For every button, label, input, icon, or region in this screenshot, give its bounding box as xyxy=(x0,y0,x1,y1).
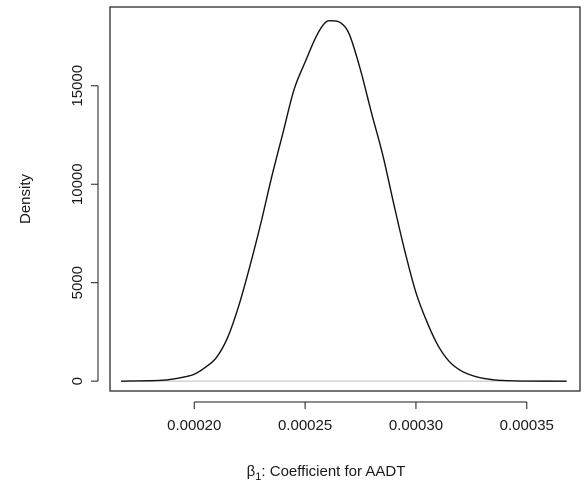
y-tick-label: 0 xyxy=(69,377,86,385)
y-tick-label: 15000 xyxy=(69,65,86,107)
x-tick-label: 0.00030 xyxy=(389,417,443,434)
x-axis-label: β1: Coefficient for AADT xyxy=(247,463,406,483)
plot-frame xyxy=(109,6,581,392)
x-tick-label: 0.00035 xyxy=(500,417,554,434)
x-axis: 0.00020 0.00025 0.00030 0.00035 xyxy=(167,401,554,434)
y-axis: 0 5000 10000 15000 xyxy=(69,65,99,385)
x-axis-label-text: : Coefficient for AADT xyxy=(261,463,405,480)
y-tick-label: 5000 xyxy=(69,266,86,299)
x-tick-label: 0.00020 xyxy=(167,417,221,434)
density-curve xyxy=(121,20,567,382)
x-tick-label: 0.00025 xyxy=(278,417,332,434)
x-axis-label-symbol: β xyxy=(247,463,256,480)
y-axis-label: Density xyxy=(17,173,34,224)
x-axis-label-subscript: 1 xyxy=(255,471,261,483)
y-tick-label: 10000 xyxy=(69,163,86,205)
